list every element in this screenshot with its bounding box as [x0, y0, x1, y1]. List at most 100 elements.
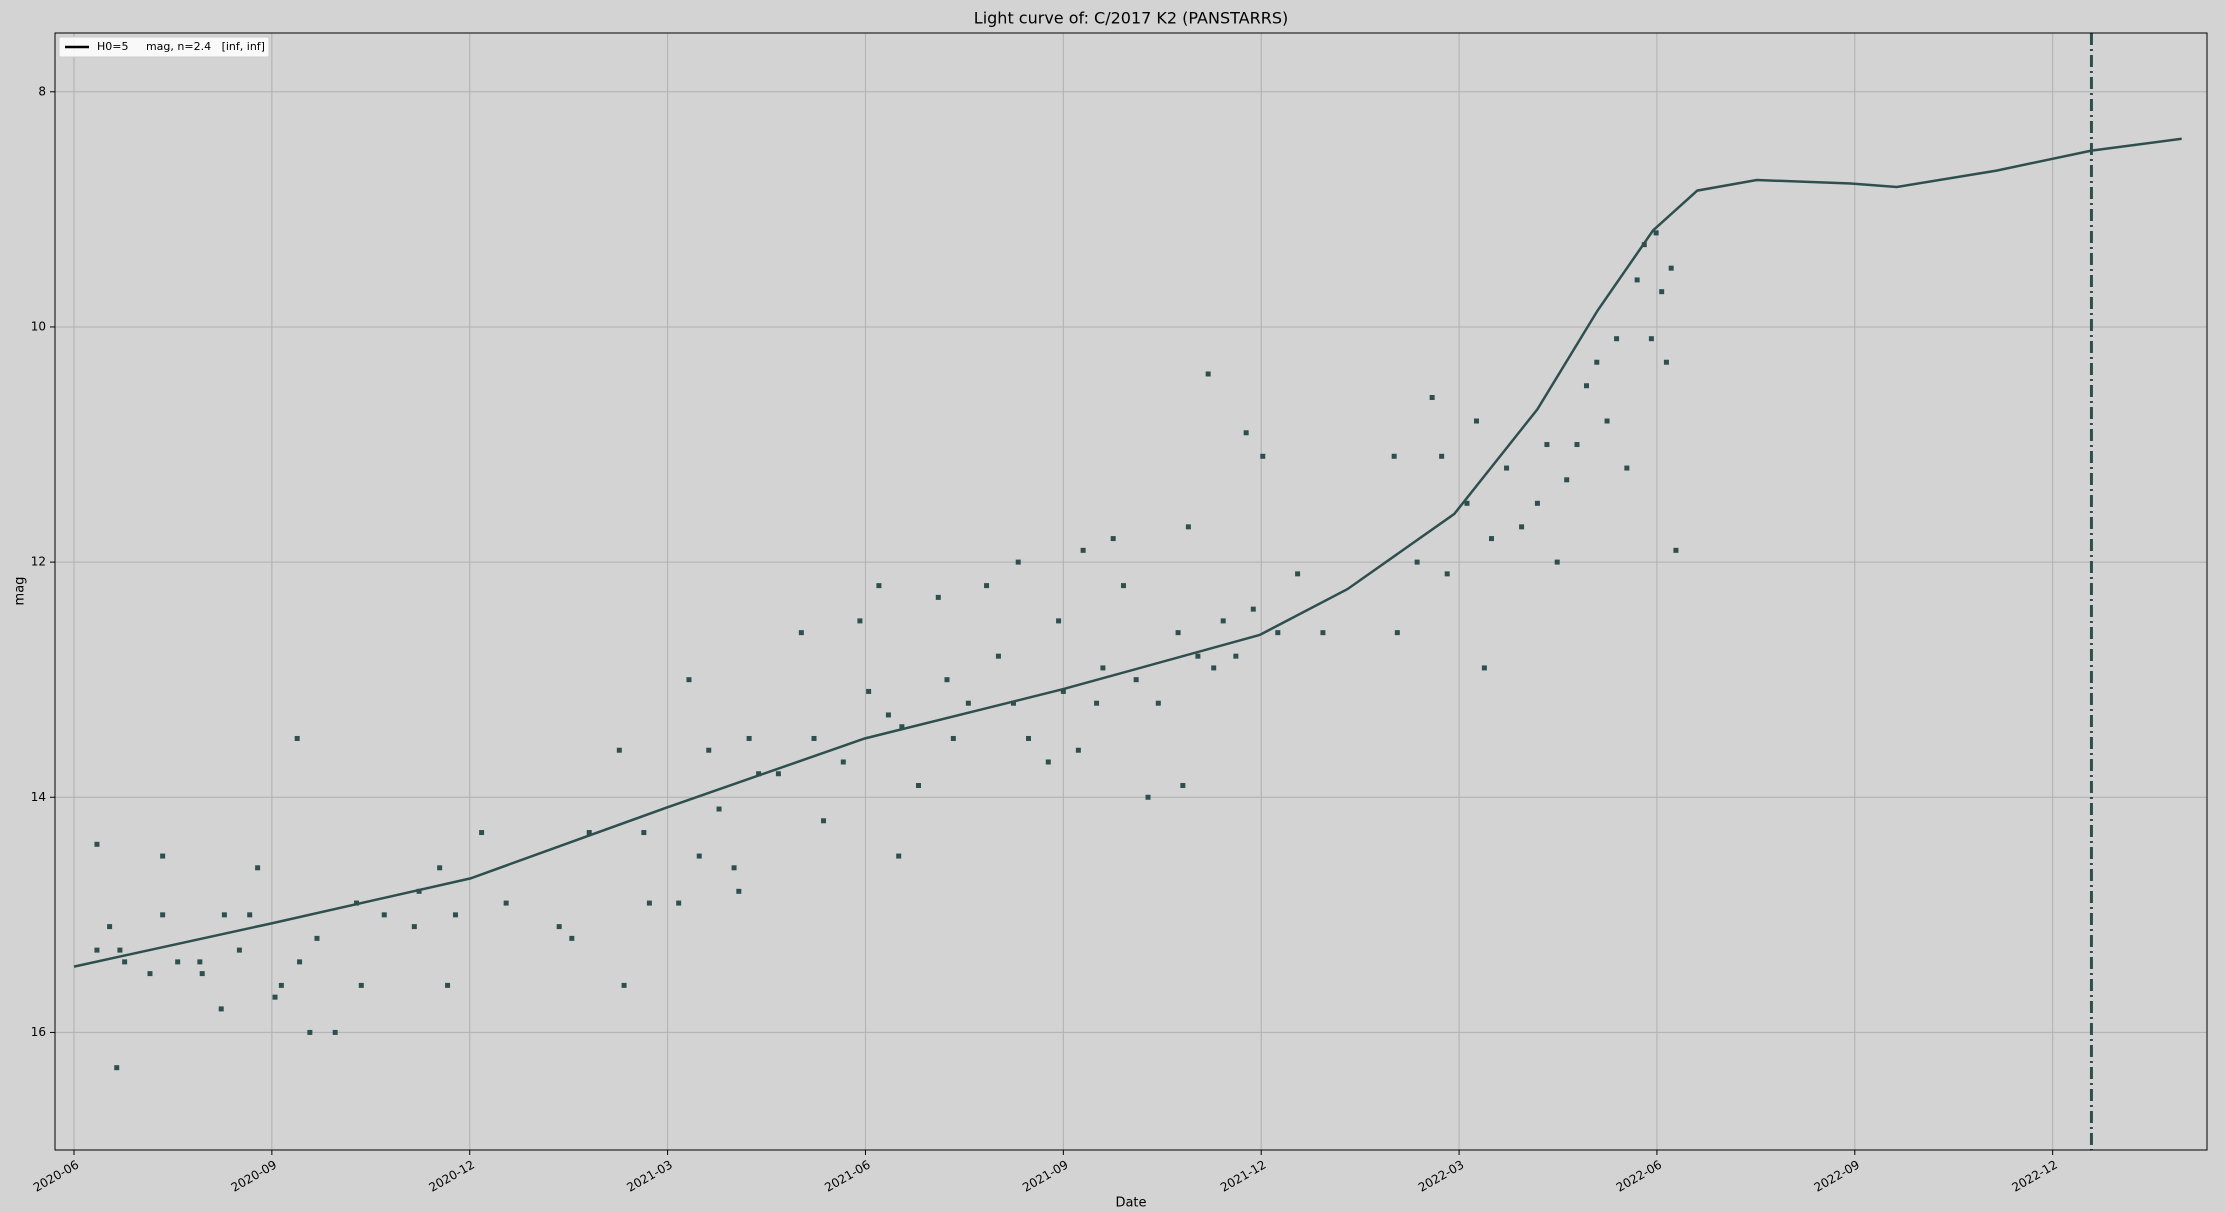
x-tick-label: 2020-12 [427, 1158, 477, 1195]
data-point [1220, 618, 1226, 624]
data-point [94, 841, 100, 847]
data-point [1439, 453, 1445, 459]
data-point [1659, 289, 1665, 295]
data-point [416, 888, 422, 894]
legend-box [58, 36, 270, 58]
data-point [556, 924, 562, 930]
data-point [731, 865, 737, 871]
x-tick-label: 2020-09 [229, 1158, 279, 1195]
x-tick-label: 2020-06 [31, 1158, 81, 1195]
data-point [278, 982, 284, 988]
data-point [503, 900, 509, 906]
data-point [1444, 571, 1450, 577]
data-point [1394, 630, 1400, 636]
data-point [944, 677, 950, 683]
data-point [294, 735, 300, 741]
data-point [1594, 359, 1600, 365]
data-point [621, 982, 627, 988]
y-axis-label: mag [13, 577, 28, 606]
data-point [1604, 418, 1610, 424]
data-point [1668, 265, 1674, 271]
x-tick-label: 2021-12 [1218, 1158, 1268, 1195]
data-point [1534, 500, 1540, 506]
data-point [1180, 783, 1186, 789]
x-tick-label: 2021-03 [624, 1158, 674, 1195]
data-point [452, 912, 458, 918]
data-point [160, 853, 166, 859]
data-point [1295, 571, 1301, 577]
data-point [297, 959, 303, 965]
data-point [1075, 747, 1081, 753]
data-point [479, 830, 485, 836]
data-point [1045, 759, 1051, 765]
data-point [1653, 230, 1659, 236]
data-point [160, 912, 166, 918]
x-tick-label: 2022-09 [1812, 1158, 1862, 1195]
x-axis-label: Date [1115, 1196, 1146, 1211]
data-point [1624, 465, 1630, 471]
data-point [1473, 418, 1479, 424]
plot-frame [54, 32, 2208, 1151]
data-point [175, 959, 181, 965]
x-tick-label: 2021-09 [1020, 1158, 1070, 1195]
data-point [1544, 442, 1550, 448]
data-point [646, 900, 652, 906]
data-point [1583, 383, 1589, 389]
data-point [122, 959, 128, 965]
data-point [1133, 677, 1139, 683]
data-point [756, 771, 762, 777]
data-point [915, 783, 921, 789]
data-point [1414, 559, 1420, 565]
data-point [1260, 453, 1266, 459]
data-point [1634, 277, 1640, 283]
data-point [1094, 700, 1100, 706]
data-point [840, 759, 846, 765]
data-point [1060, 688, 1066, 694]
data-point [1481, 665, 1487, 671]
chart-title: Light curve of: C/2017 K2 (PANSTARRS) [974, 9, 1288, 28]
data-point [876, 583, 882, 589]
data-point [1250, 606, 1256, 612]
data-point [1614, 336, 1620, 342]
data-point [1205, 371, 1211, 377]
data-point [1015, 559, 1021, 565]
data-point [107, 924, 113, 930]
data-point [775, 771, 781, 777]
data-point [1110, 536, 1116, 542]
data-point [221, 912, 227, 918]
data-point [885, 712, 891, 718]
data-point [1175, 630, 1181, 636]
data-point [94, 947, 100, 953]
data-point [1026, 735, 1032, 741]
data-point [1519, 524, 1525, 530]
data-point [811, 735, 817, 741]
data-point [616, 747, 622, 753]
data-point [746, 735, 752, 741]
data-point [1663, 359, 1669, 365]
data-point [1574, 442, 1580, 448]
data-point [995, 653, 1001, 659]
data-point [218, 1006, 224, 1012]
plot-area [55, 33, 2207, 1150]
y-tick-label: 14 [31, 790, 46, 804]
data-point [1673, 547, 1679, 553]
data-point [696, 853, 702, 859]
data-point [1275, 630, 1281, 636]
y-tick-label: 8 [38, 84, 46, 98]
y-tick-label: 16 [31, 1025, 46, 1039]
data-point [437, 865, 443, 871]
data-point [641, 830, 647, 836]
data-point [706, 747, 712, 753]
data-point [1391, 453, 1397, 459]
data-point [1243, 430, 1249, 436]
data-point [935, 594, 941, 600]
data-point [965, 700, 971, 706]
data-point [117, 947, 123, 953]
data-point [314, 935, 320, 941]
data-point [950, 735, 956, 741]
data-point [147, 971, 153, 977]
data-point [332, 1029, 338, 1035]
data-point [1195, 653, 1201, 659]
data-point [1464, 500, 1470, 506]
